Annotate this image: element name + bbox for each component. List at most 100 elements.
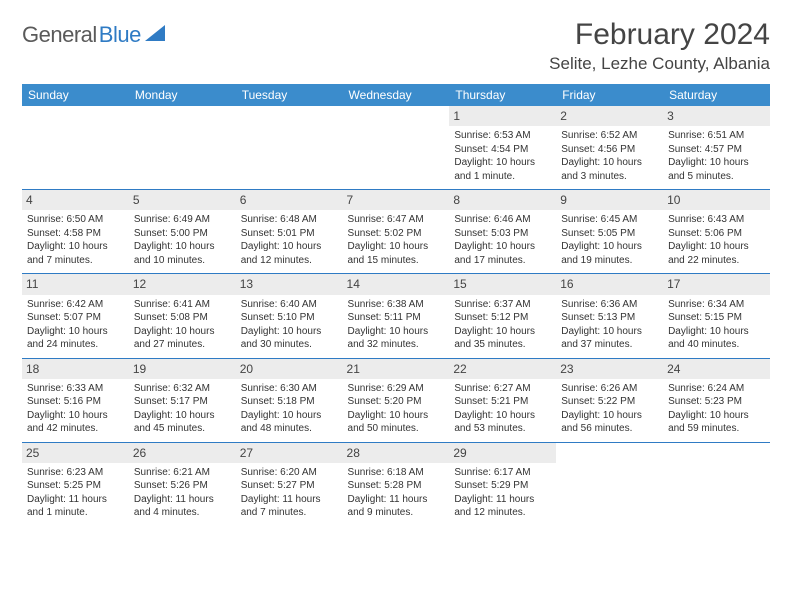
sunrise-text: Sunrise: 6:34 AM <box>668 298 765 312</box>
day-number: 27 <box>236 443 343 463</box>
sunrise-text: Sunrise: 6:53 AM <box>454 129 551 143</box>
day-number: 24 <box>663 359 770 379</box>
weekday-header: Tuesday <box>236 84 343 106</box>
sunrise-text: Sunrise: 6:21 AM <box>134 466 231 480</box>
calendar-day-cell <box>663 442 770 526</box>
day-number: 5 <box>129 190 236 210</box>
daylight-text-1: Daylight: 10 hours <box>134 240 231 254</box>
calendar-day-cell <box>343 106 450 190</box>
daylight-text-1: Daylight: 10 hours <box>454 156 551 170</box>
calendar-day-cell: 5Sunrise: 6:49 AMSunset: 5:00 PMDaylight… <box>129 190 236 274</box>
calendar-day-cell <box>556 442 663 526</box>
header: GeneralBlue February 2024 Selite, Lezhe … <box>22 18 770 74</box>
sunrise-text: Sunrise: 6:17 AM <box>454 466 551 480</box>
daylight-text-2: and 3 minutes. <box>561 170 658 184</box>
calendar-day-cell <box>22 106 129 190</box>
daylight-text-1: Daylight: 10 hours <box>134 325 231 339</box>
sunset-text: Sunset: 5:29 PM <box>454 479 551 493</box>
day-number: 9 <box>556 190 663 210</box>
calendar-table: SundayMondayTuesdayWednesdayThursdayFrid… <box>22 84 770 526</box>
calendar-day-cell: 17Sunrise: 6:34 AMSunset: 5:15 PMDayligh… <box>663 274 770 358</box>
calendar-day-cell: 2Sunrise: 6:52 AMSunset: 4:56 PMDaylight… <box>556 106 663 190</box>
daylight-text-1: Daylight: 10 hours <box>241 325 338 339</box>
daylight-text-2: and 12 minutes. <box>454 506 551 520</box>
sunset-text: Sunset: 5:07 PM <box>27 311 124 325</box>
daylight-text-2: and 17 minutes. <box>454 254 551 268</box>
day-number: 1 <box>449 106 556 126</box>
sunset-text: Sunset: 4:56 PM <box>561 143 658 157</box>
sunrise-text: Sunrise: 6:20 AM <box>241 466 338 480</box>
daylight-text-2: and 50 minutes. <box>348 422 445 436</box>
daylight-text-2: and 45 minutes. <box>134 422 231 436</box>
calendar-day-cell: 16Sunrise: 6:36 AMSunset: 5:13 PMDayligh… <box>556 274 663 358</box>
sunset-text: Sunset: 5:18 PM <box>241 395 338 409</box>
calendar-week-row: 1Sunrise: 6:53 AMSunset: 4:54 PMDaylight… <box>22 106 770 190</box>
daylight-text-1: Daylight: 10 hours <box>27 325 124 339</box>
calendar-day-cell: 4Sunrise: 6:50 AMSunset: 4:58 PMDaylight… <box>22 190 129 274</box>
daylight-text-2: and 32 minutes. <box>348 338 445 352</box>
sunrise-text: Sunrise: 6:33 AM <box>27 382 124 396</box>
day-number: 29 <box>449 443 556 463</box>
weekday-header: Saturday <box>663 84 770 106</box>
calendar-day-cell: 25Sunrise: 6:23 AMSunset: 5:25 PMDayligh… <box>22 442 129 526</box>
sunset-text: Sunset: 5:28 PM <box>348 479 445 493</box>
sunset-text: Sunset: 5:21 PM <box>454 395 551 409</box>
calendar-day-cell: 23Sunrise: 6:26 AMSunset: 5:22 PMDayligh… <box>556 358 663 442</box>
logo-text-1: General <box>22 22 97 48</box>
sunrise-text: Sunrise: 6:43 AM <box>668 213 765 227</box>
sunrise-text: Sunrise: 6:49 AM <box>134 213 231 227</box>
calendar-day-cell: 20Sunrise: 6:30 AMSunset: 5:18 PMDayligh… <box>236 358 343 442</box>
daylight-text-2: and 24 minutes. <box>27 338 124 352</box>
day-number: 12 <box>129 274 236 294</box>
daylight-text-1: Daylight: 10 hours <box>27 409 124 423</box>
daylight-text-2: and 59 minutes. <box>668 422 765 436</box>
sunrise-text: Sunrise: 6:37 AM <box>454 298 551 312</box>
sunset-text: Sunset: 5:22 PM <box>561 395 658 409</box>
weekday-header: Sunday <box>22 84 129 106</box>
day-number: 20 <box>236 359 343 379</box>
daylight-text-2: and 30 minutes. <box>241 338 338 352</box>
calendar-week-row: 11Sunrise: 6:42 AMSunset: 5:07 PMDayligh… <box>22 274 770 358</box>
day-number: 25 <box>22 443 129 463</box>
sunrise-text: Sunrise: 6:23 AM <box>27 466 124 480</box>
sunrise-text: Sunrise: 6:29 AM <box>348 382 445 396</box>
calendar-day-cell: 29 Sunrise: 6:17 AMSunset: 5:29 PMDayligh… <box>449 442 556 526</box>
sunrise-text: Sunrise: 6:52 AM <box>561 129 658 143</box>
daylight-text-2: and 1 minute. <box>454 170 551 184</box>
calendar-day-cell <box>129 106 236 190</box>
logo: GeneralBlue <box>22 22 165 48</box>
daylight-text-1: Daylight: 10 hours <box>561 409 658 423</box>
sunset-text: Sunset: 5:20 PM <box>348 395 445 409</box>
daylight-text-2: and 56 minutes. <box>561 422 658 436</box>
calendar-header-row: SundayMondayTuesdayWednesdayThursdayFrid… <box>22 84 770 106</box>
sunset-text: Sunset: 5:16 PM <box>27 395 124 409</box>
weekday-header: Monday <box>129 84 236 106</box>
daylight-text-2: and 4 minutes. <box>134 506 231 520</box>
calendar-day-cell: 12Sunrise: 6:41 AMSunset: 5:08 PMDayligh… <box>129 274 236 358</box>
calendar-day-cell: 27Sunrise: 6:20 AMSunset: 5:27 PMDayligh… <box>236 442 343 526</box>
calendar-day-cell: 7Sunrise: 6:47 AMSunset: 5:02 PMDaylight… <box>343 190 450 274</box>
daylight-text-2: and 27 minutes. <box>134 338 231 352</box>
sunset-text: Sunset: 5:11 PM <box>348 311 445 325</box>
daylight-text-1: Daylight: 11 hours <box>454 493 551 507</box>
day-number: 17 <box>663 274 770 294</box>
day-number: 18 <box>22 359 129 379</box>
daylight-text-1: Daylight: 10 hours <box>454 325 551 339</box>
daylight-text-1: Daylight: 10 hours <box>134 409 231 423</box>
daylight-text-2: and 35 minutes. <box>454 338 551 352</box>
calendar-day-cell: 3Sunrise: 6:51 AMSunset: 4:57 PMDaylight… <box>663 106 770 190</box>
calendar-day-cell: 11Sunrise: 6:42 AMSunset: 5:07 PMDayligh… <box>22 274 129 358</box>
daylight-text-2: and 15 minutes. <box>348 254 445 268</box>
sunset-text: Sunset: 5:03 PM <box>454 227 551 241</box>
daylight-text-1: Daylight: 10 hours <box>668 156 765 170</box>
daylight-text-2: and 12 minutes. <box>241 254 338 268</box>
daylight-text-2: and 10 minutes. <box>134 254 231 268</box>
calendar-day-cell: 21Sunrise: 6:29 AMSunset: 5:20 PMDayligh… <box>343 358 450 442</box>
day-number: 4 <box>22 190 129 210</box>
sunset-text: Sunset: 5:25 PM <box>27 479 124 493</box>
day-number: 19 <box>129 359 236 379</box>
calendar-day-cell: 9Sunrise: 6:45 AMSunset: 5:05 PMDaylight… <box>556 190 663 274</box>
calendar-day-cell: 24Sunrise: 6:24 AMSunset: 5:23 PMDayligh… <box>663 358 770 442</box>
sunset-text: Sunset: 4:58 PM <box>27 227 124 241</box>
sunrise-text: Sunrise: 6:48 AM <box>241 213 338 227</box>
